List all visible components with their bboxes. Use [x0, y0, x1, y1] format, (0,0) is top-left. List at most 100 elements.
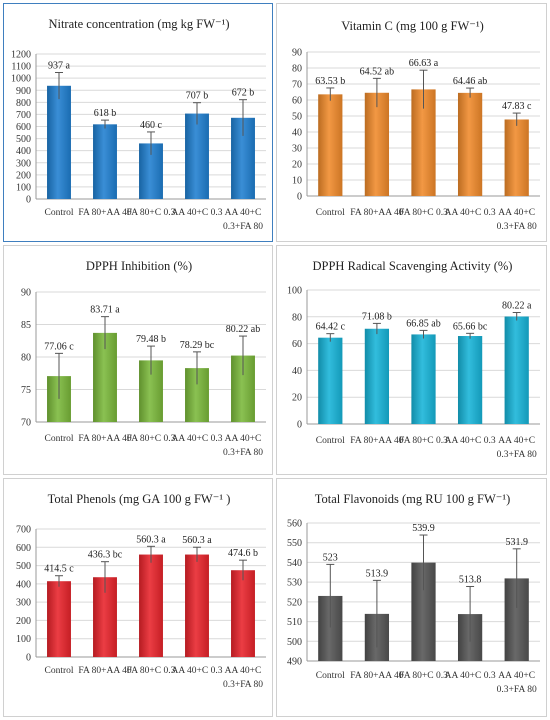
category-label: FA 80+C 0.3: [127, 434, 176, 444]
category-label: FA 80+AA 40: [78, 434, 131, 444]
category-label: FA 80+AA 40: [350, 208, 403, 218]
data-label: 47.83 c: [502, 101, 532, 112]
y-tick-label: 200: [16, 616, 31, 627]
category-label: 0.3+FA 80: [497, 450, 537, 460]
category-label: Control: [44, 434, 73, 444]
bar: [93, 332, 117, 422]
data-label: 531.9: [505, 537, 527, 548]
chart-svg-dpph-scavenging: DPPH Radical Scavenging Activity (%) 0 20 4…: [287, 259, 540, 460]
category-label: 0.3+FA 80: [223, 680, 263, 690]
chart-panel-dpph-scavenging: DPPH Radical Scavenging Activity (%) 0 20 4…: [276, 245, 547, 475]
y-tick-label: 1100: [11, 62, 31, 73]
data-label: 79.48 b: [136, 334, 166, 345]
y-tick-label: 0: [26, 195, 31, 206]
data-label: 560.3 a: [136, 534, 166, 545]
chart-panel-total-flavonoids: Total Flavonoids (mg RU 100 g FW⁻¹) 490 50…: [276, 478, 547, 717]
y-tick-label: 520: [287, 597, 302, 608]
category-label: Control: [316, 436, 345, 446]
y-tick-label: 20: [292, 393, 302, 404]
chart-svg-dpph-inhibition: DPPH Inhibition (%) 70 75 80 85 90 77.06 c Cont…: [21, 259, 266, 458]
chart-title: Total Flavonoids (mg RU 100 g FW⁻¹): [315, 492, 511, 506]
y-tick-label: 30: [292, 144, 302, 155]
y-tick-label: 0: [297, 192, 302, 203]
bar: [185, 113, 209, 199]
bar: [47, 581, 71, 657]
y-tick-label: 100: [16, 634, 31, 645]
category-label: AA 40+C 0.3: [445, 436, 496, 446]
category-label: FA 80+C 0.3: [127, 208, 176, 218]
bar: [364, 328, 390, 424]
category-label: 0.3+FA 80: [497, 222, 537, 232]
y-tick-label: 80: [21, 353, 31, 364]
y-tick-label: 75: [21, 385, 31, 396]
y-tick-label: 300: [16, 598, 31, 609]
bar: [457, 92, 483, 196]
bar: [47, 376, 71, 422]
category-label: Control: [44, 666, 73, 676]
category-label: Control: [44, 208, 73, 218]
category-label: FA 80+C 0.3: [399, 208, 448, 218]
category-label: Control: [316, 208, 345, 218]
data-label: 937 a: [48, 60, 71, 71]
data-label: 80.22 ab: [226, 324, 260, 335]
y-tick-label: 80: [292, 64, 302, 75]
data-label: 65.66 bc: [453, 321, 488, 332]
chart-panel-dpph-inhibition: DPPH Inhibition (%) 70 75 80 85 90 77.06 c Cont…: [3, 245, 273, 475]
data-label: 414.5 c: [44, 564, 74, 575]
chart-panel-total-phenols: Total Phenols (mg GA 100 g FW⁻¹ ) 0 100 200…: [3, 478, 273, 717]
category-label: FA 80+C 0.3: [399, 436, 448, 446]
bar: [185, 368, 209, 422]
y-tick-label: 700: [16, 110, 31, 121]
y-tick-label: 490: [287, 657, 302, 668]
data-label: 66.85 ab: [406, 318, 440, 329]
data-label: 66.63 a: [409, 58, 439, 69]
category-label: FA 80+AA 40: [78, 666, 131, 676]
bar: [231, 570, 255, 657]
data-label: 63.53 b: [315, 76, 345, 87]
category-label: FA 80+C 0.3: [399, 671, 448, 681]
y-tick-label: 60: [292, 339, 302, 350]
category-label: AA 40+C: [498, 436, 535, 446]
category-label: 0.3+FA 80: [223, 448, 263, 458]
bar: [411, 334, 436, 424]
category-label: Control: [316, 671, 345, 681]
y-tick-label: 550: [287, 538, 302, 549]
y-tick-label: 900: [16, 86, 31, 97]
category-label: AA 40+C: [225, 208, 262, 218]
y-tick-label: 500: [16, 561, 31, 572]
data-label: 618 b: [94, 108, 117, 119]
y-tick-label: 400: [16, 579, 31, 590]
y-tick-label: 50: [292, 112, 302, 123]
data-label: 71.08 b: [362, 311, 392, 322]
bar: [139, 143, 163, 199]
data-label: 64.52 ab: [360, 66, 394, 77]
category-label: AA 40+C: [225, 434, 262, 444]
bar: [93, 124, 117, 199]
data-label: 64.42 c: [316, 322, 346, 333]
y-tick-label: 560: [287, 519, 302, 530]
data-label: 78.29 bc: [180, 340, 215, 351]
chart-panel-nitrate: Nitrate concentration (mg kg FW⁻¹) 0 100 20…: [3, 3, 273, 242]
category-label: AA 40+C 0.3: [445, 671, 496, 681]
y-tick-label: 540: [287, 558, 302, 569]
data-label: 436.3 bc: [88, 550, 123, 561]
y-tick-label: 20: [292, 160, 302, 171]
y-tick-label: 0: [26, 653, 31, 664]
data-label: 77.06 c: [44, 341, 74, 352]
category-label: AA 40+C: [498, 208, 535, 218]
chart-svg-total-flavonoids: Total Flavonoids (mg RU 100 g FW⁻¹) 490 50…: [287, 492, 540, 695]
bar: [47, 85, 71, 199]
data-label: 560.3 a: [182, 535, 212, 546]
category-label: FA 80+C 0.3: [127, 666, 176, 676]
category-label: FA 80+AA 40: [78, 208, 131, 218]
y-tick-label: 510: [287, 617, 302, 628]
data-label: 539.9: [412, 523, 435, 534]
chart-svg-vitamin-c: Vitamin C (mg 100 g FW⁻¹) 0 10 20 30 40 50 60 70…: [292, 19, 540, 232]
bar: [504, 316, 529, 424]
chart-title: Total Phenols (mg GA 100 g FW⁻¹ ): [48, 492, 231, 506]
bar: [185, 554, 209, 657]
y-tick-label: 40: [292, 366, 302, 377]
bar: [504, 119, 529, 196]
chart-title: DPPH Radical Scavenging Activity (%): [313, 259, 513, 273]
chart-svg-total-phenols: Total Phenols (mg GA 100 g FW⁻¹ ) 0 100 200…: [16, 492, 266, 690]
